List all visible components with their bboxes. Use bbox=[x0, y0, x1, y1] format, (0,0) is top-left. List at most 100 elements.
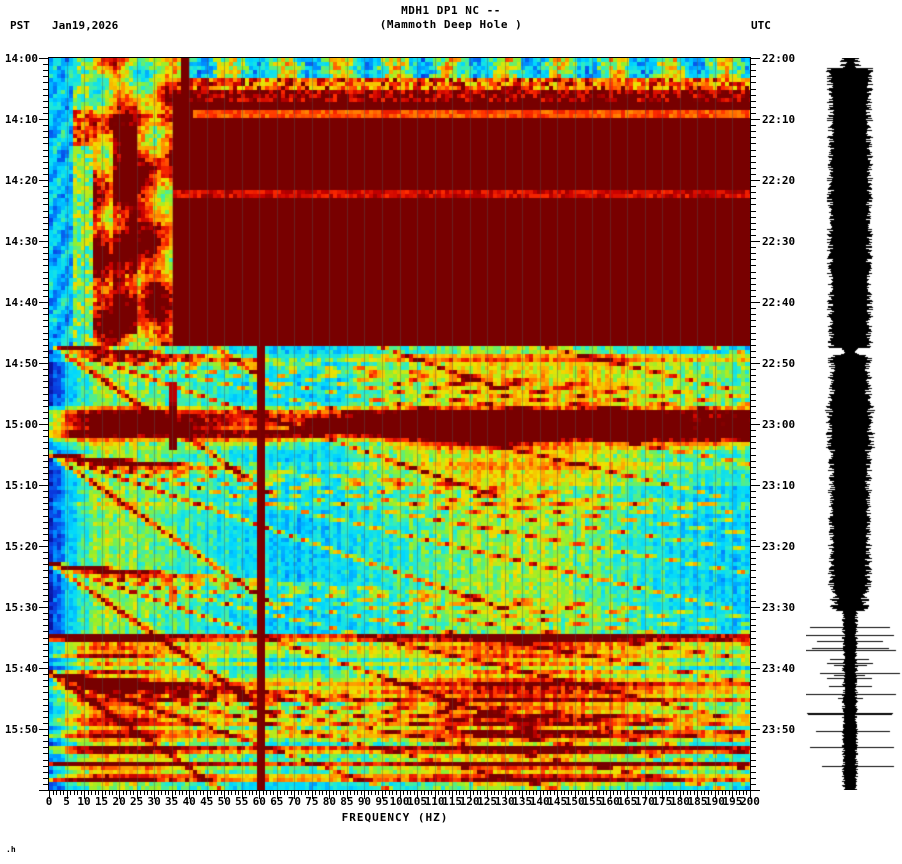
tick-frequency bbox=[421, 791, 422, 795]
tick-utc bbox=[751, 381, 756, 382]
tick-pst bbox=[39, 729, 48, 730]
timezone-right: UTC bbox=[751, 19, 771, 32]
tick-pst bbox=[43, 290, 48, 291]
tick-frequency bbox=[217, 791, 218, 795]
tick-frequency bbox=[624, 791, 625, 795]
tick-utc bbox=[751, 540, 756, 541]
tick-utc bbox=[751, 546, 760, 547]
tick-utc bbox=[751, 753, 756, 754]
tick-pst bbox=[43, 760, 48, 761]
tick-pst bbox=[43, 101, 48, 102]
tick-pst bbox=[43, 711, 48, 712]
tick-frequency bbox=[508, 791, 509, 795]
tick-utc bbox=[751, 516, 756, 517]
tick-pst bbox=[43, 211, 48, 212]
tick-utc bbox=[751, 253, 756, 254]
tick-utc bbox=[751, 345, 756, 346]
tick-pst bbox=[43, 723, 48, 724]
tick-utc bbox=[751, 357, 756, 358]
tick-pst bbox=[43, 570, 48, 571]
tick-utc bbox=[751, 522, 756, 523]
tick-utc bbox=[751, 638, 756, 639]
tick-frequency bbox=[484, 791, 485, 795]
tick-pst bbox=[43, 430, 48, 431]
tick-utc bbox=[751, 363, 760, 364]
tick-pst bbox=[43, 662, 48, 663]
tick-frequency bbox=[400, 791, 401, 799]
time-label-pst: 15:50 bbox=[4, 723, 38, 736]
tick-pst bbox=[43, 442, 48, 443]
tick-pst bbox=[43, 259, 48, 260]
tick-frequency bbox=[203, 791, 204, 795]
tick-frequency bbox=[375, 791, 376, 795]
tick-utc bbox=[751, 418, 756, 419]
tick-utc bbox=[751, 467, 756, 468]
tick-frequency bbox=[161, 791, 162, 795]
tick-pst bbox=[43, 339, 48, 340]
tick-pst bbox=[43, 95, 48, 96]
time-label-pst: 14:50 bbox=[4, 357, 38, 370]
time-label-pst: 14:10 bbox=[4, 113, 38, 126]
tick-frequency bbox=[221, 791, 222, 795]
corner-mark: .h bbox=[6, 845, 16, 854]
tick-pst bbox=[43, 418, 48, 419]
frequency-tick-label: 135 bbox=[512, 795, 533, 808]
tick-utc bbox=[751, 326, 756, 327]
tick-frequency bbox=[729, 791, 730, 795]
tick-frequency bbox=[224, 791, 225, 799]
tick-pst bbox=[43, 473, 48, 474]
tick-utc bbox=[751, 558, 756, 559]
frequency-tick-label: 160 bbox=[599, 795, 620, 808]
tick-utc bbox=[751, 412, 756, 413]
tick-pst bbox=[39, 119, 48, 120]
tick-pst bbox=[43, 162, 48, 163]
tick-pst bbox=[39, 180, 48, 181]
tick-frequency bbox=[435, 791, 436, 799]
tick-pst bbox=[43, 156, 48, 157]
tick-pst bbox=[43, 558, 48, 559]
tick-frequency bbox=[603, 791, 604, 795]
tick-pst bbox=[43, 753, 48, 754]
tick-pst bbox=[43, 692, 48, 693]
tick-pst bbox=[43, 272, 48, 273]
tick-pst bbox=[43, 766, 48, 767]
tick-frequency bbox=[515, 791, 516, 795]
frequency-tick-label: 100 bbox=[389, 795, 410, 808]
frequency-tick-label: 170 bbox=[634, 795, 655, 808]
tick-frequency bbox=[589, 791, 590, 795]
tick-frequency bbox=[620, 791, 621, 795]
tick-frequency bbox=[407, 791, 408, 795]
tick-pst bbox=[43, 150, 48, 151]
tick-pst bbox=[43, 137, 48, 138]
spectrogram-plot[interactable] bbox=[49, 58, 750, 790]
tick-utc bbox=[751, 552, 756, 553]
tick-frequency bbox=[347, 791, 348, 799]
tick-utc bbox=[751, 76, 756, 77]
tick-frequency bbox=[63, 791, 64, 795]
tick-frequency bbox=[666, 791, 667, 795]
tick-pst bbox=[43, 516, 48, 517]
frequency-tick-label: 10 bbox=[77, 795, 91, 808]
tick-pst bbox=[43, 229, 48, 230]
tick-frequency bbox=[438, 791, 439, 795]
tick-pst bbox=[43, 223, 48, 224]
tick-utc bbox=[751, 729, 760, 730]
tick-frequency bbox=[746, 791, 747, 795]
tick-frequency bbox=[182, 791, 183, 795]
tick-frequency bbox=[140, 791, 141, 795]
tick-frequency bbox=[459, 791, 460, 795]
tick-frequency bbox=[165, 791, 166, 795]
tick-utc bbox=[751, 265, 756, 266]
tick-frequency bbox=[294, 791, 295, 799]
tick-frequency bbox=[414, 791, 415, 795]
tick-pst bbox=[39, 241, 48, 242]
tick-frequency bbox=[172, 791, 173, 799]
frequency-tick-label: 5 bbox=[63, 795, 70, 808]
frequency-tick-label: 185 bbox=[687, 795, 708, 808]
frequency-tick-label: 85 bbox=[340, 795, 354, 808]
tick-pst bbox=[43, 131, 48, 132]
tick-frequency bbox=[329, 791, 330, 799]
tick-utc bbox=[751, 247, 756, 248]
tick-pst bbox=[39, 302, 48, 303]
tick-frequency bbox=[659, 791, 660, 795]
